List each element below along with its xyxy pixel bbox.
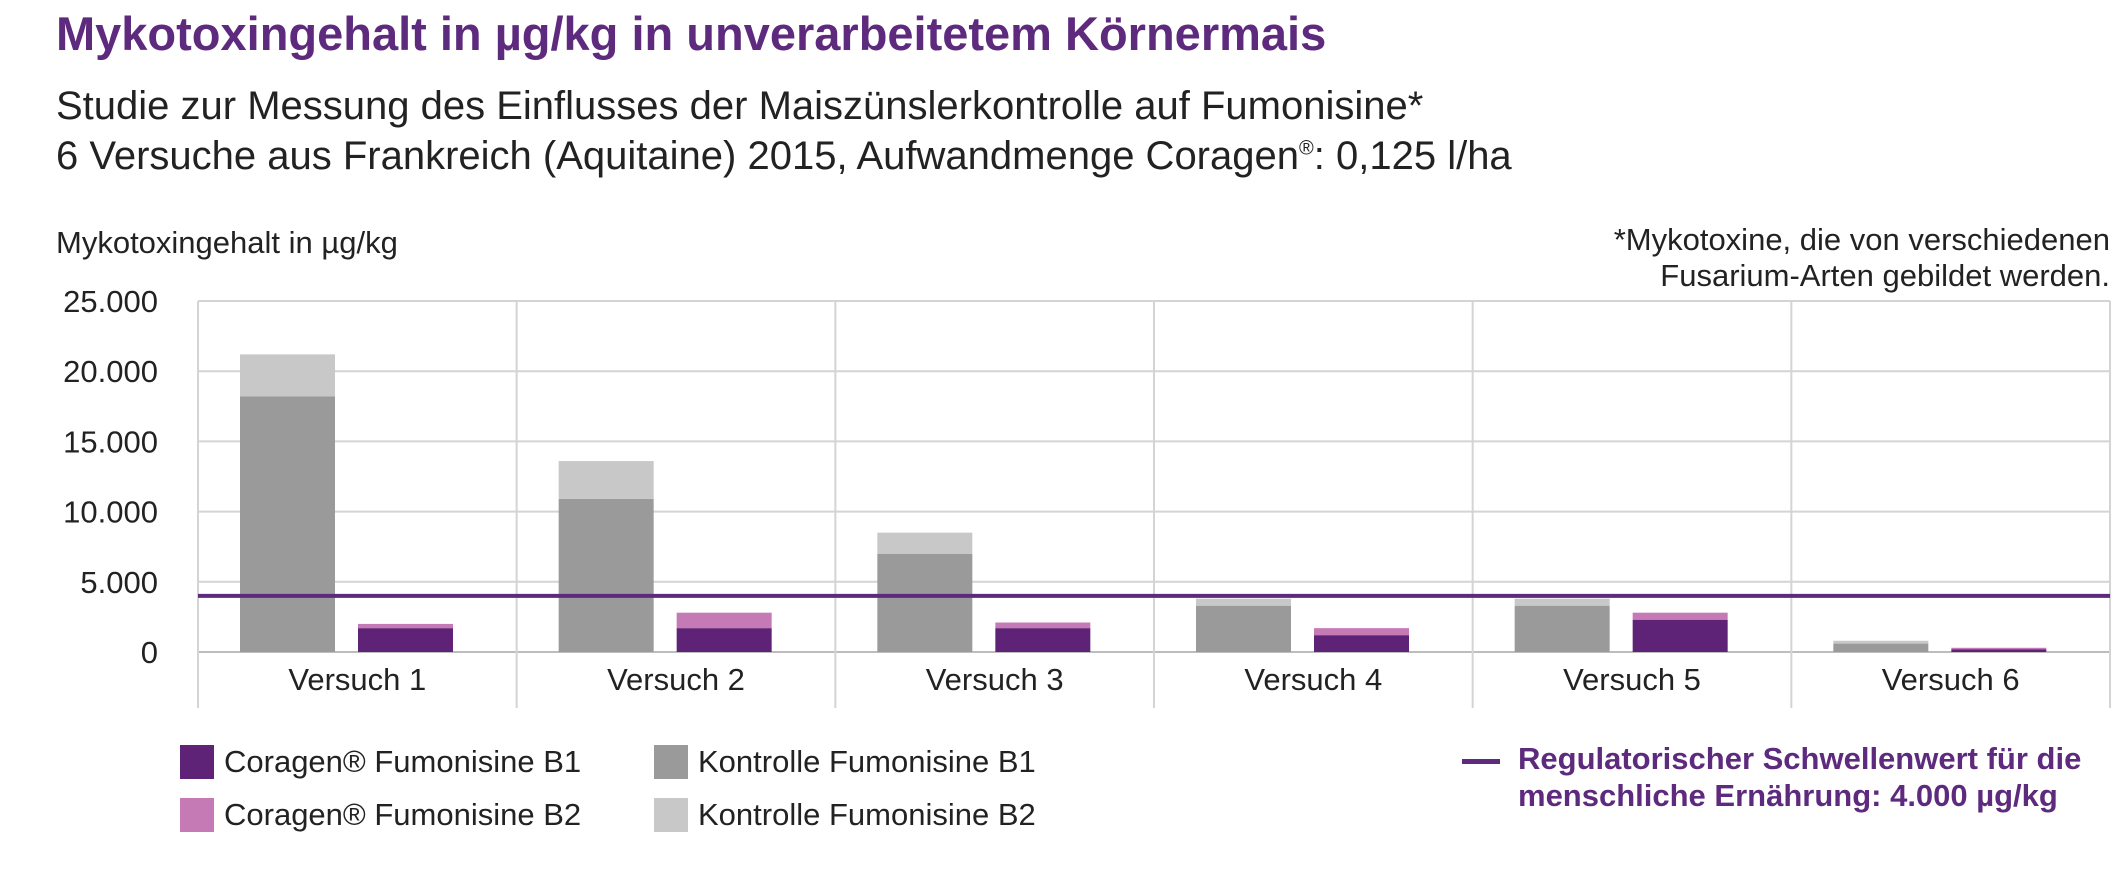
bar-coragen-b1 <box>358 628 453 652</box>
x-tick-label: Versuch 6 <box>1882 662 2020 697</box>
bar-coragen-b1 <box>995 628 1091 652</box>
footnote: *Mykotoxine, die von verschiedenen Fusar… <box>1614 222 2110 294</box>
legend-threshold: Regulatorischer Schwellenwert für die me… <box>1462 740 2081 814</box>
y-tick-label: 0 <box>141 635 158 670</box>
bar-coragen-b1 <box>1632 619 1728 652</box>
legend-threshold-line2: menschliche Ernährung: 4.000 µg/kg <box>1518 778 2058 813</box>
bar-coragen-b2 <box>1632 612 1728 620</box>
legend-label-coragen-b2: Coragen® Fumonisine B2 <box>224 797 582 832</box>
legend-threshold-line1: Regulatorischer Schwellenwert für die <box>1518 741 2082 776</box>
bar-coragen-b2 <box>676 612 772 629</box>
y-tick-label: 20.000 <box>63 354 158 389</box>
footnote-line1: *Mykotoxine, die von verschiedenen <box>1613 222 2110 257</box>
bar-kontrolle-b1 <box>1514 605 1610 652</box>
legend-swatch-kontrolle-b2 <box>654 798 688 832</box>
subtitle-suffix: : 0,125 l/ha <box>1313 134 1512 178</box>
bar-coragen-b2 <box>1314 628 1409 636</box>
legend-label-kontrolle-b1: Kontrolle Fumonisine B1 <box>698 744 1036 779</box>
y-tick-label: 25.000 <box>63 284 158 319</box>
bar-kontrolle-b2 <box>558 461 654 499</box>
bar-coragen-b2 <box>995 622 1091 629</box>
legend-threshold-line <box>1462 759 1500 764</box>
legend-label-coragen-b1: Coragen® Fumonisine B1 <box>224 744 582 779</box>
bar-kontrolle-b1 <box>240 396 335 652</box>
bar-kontrolle-b2 <box>1196 598 1291 606</box>
x-tick-label: Versuch 5 <box>1563 662 1701 697</box>
bar-kontrolle-b1 <box>1196 605 1291 652</box>
legend-kontrolle-b2: Kontrolle Fumonisine B2 <box>654 797 1036 833</box>
y-tick-label: 15.000 <box>63 424 158 459</box>
legend-swatch-coragen-b2 <box>180 798 214 832</box>
bar-coragen-b2 <box>1951 647 2047 650</box>
bar-kontrolle-b2 <box>240 354 335 397</box>
registered-mark: ® <box>1299 137 1314 160</box>
y-tick-label: 10.000 <box>63 495 158 530</box>
bar-coragen-b1 <box>676 628 772 652</box>
legend-label-kontrolle-b2: Kontrolle Fumonisine B2 <box>698 797 1036 832</box>
legend-swatch-coragen-b1 <box>180 745 214 779</box>
x-tick-label: Versuch 4 <box>1244 662 1382 697</box>
legend-coragen-b2: Coragen® Fumonisine B2 <box>180 797 581 833</box>
footnote-line2: Fusarium-Arten gebildet werden. <box>1660 258 2110 293</box>
x-tick-label: Versuch 2 <box>607 662 745 697</box>
chart-subtitle-line1: Studie zur Messung des Einflusses der Ma… <box>56 84 1424 128</box>
chart-subtitle-line2: 6 Versuche aus Frankreich (Aquitaine) 20… <box>56 134 1512 179</box>
chart-title: Mykotoxingehalt in µg/kg in unverarbeite… <box>56 7 1327 60</box>
bar-kontrolle-b1 <box>877 553 973 652</box>
legend-threshold-text: Regulatorischer Schwellenwert für die me… <box>1518 740 2081 814</box>
legend-coragen-b1: Coragen® Fumonisine B1 <box>180 744 581 780</box>
bar-coragen-b1 <box>1951 649 2047 652</box>
y-tick-label: 5.000 <box>80 565 158 600</box>
bar-kontrolle-b1 <box>1833 643 1929 652</box>
legend-kontrolle-b1: Kontrolle Fumonisine B1 <box>654 744 1036 780</box>
bar-kontrolle-b2 <box>1833 640 1929 644</box>
x-tick-label: Versuch 3 <box>926 662 1064 697</box>
legend-swatch-kontrolle-b1 <box>654 745 688 779</box>
bar-kontrolle-b2 <box>877 532 973 554</box>
bar-kontrolle-b1 <box>558 498 654 652</box>
y-axis-label: Mykotoxingehalt in µg/kg <box>56 225 398 260</box>
bar-coragen-b1 <box>1314 635 1409 652</box>
bar-coragen-b2 <box>358 623 453 629</box>
x-tick-label: Versuch 1 <box>288 662 426 697</box>
subtitle-prefix: 6 Versuche aus Frankreich (Aquitaine) 20… <box>56 134 1299 178</box>
bar-kontrolle-b2 <box>1514 598 1610 606</box>
